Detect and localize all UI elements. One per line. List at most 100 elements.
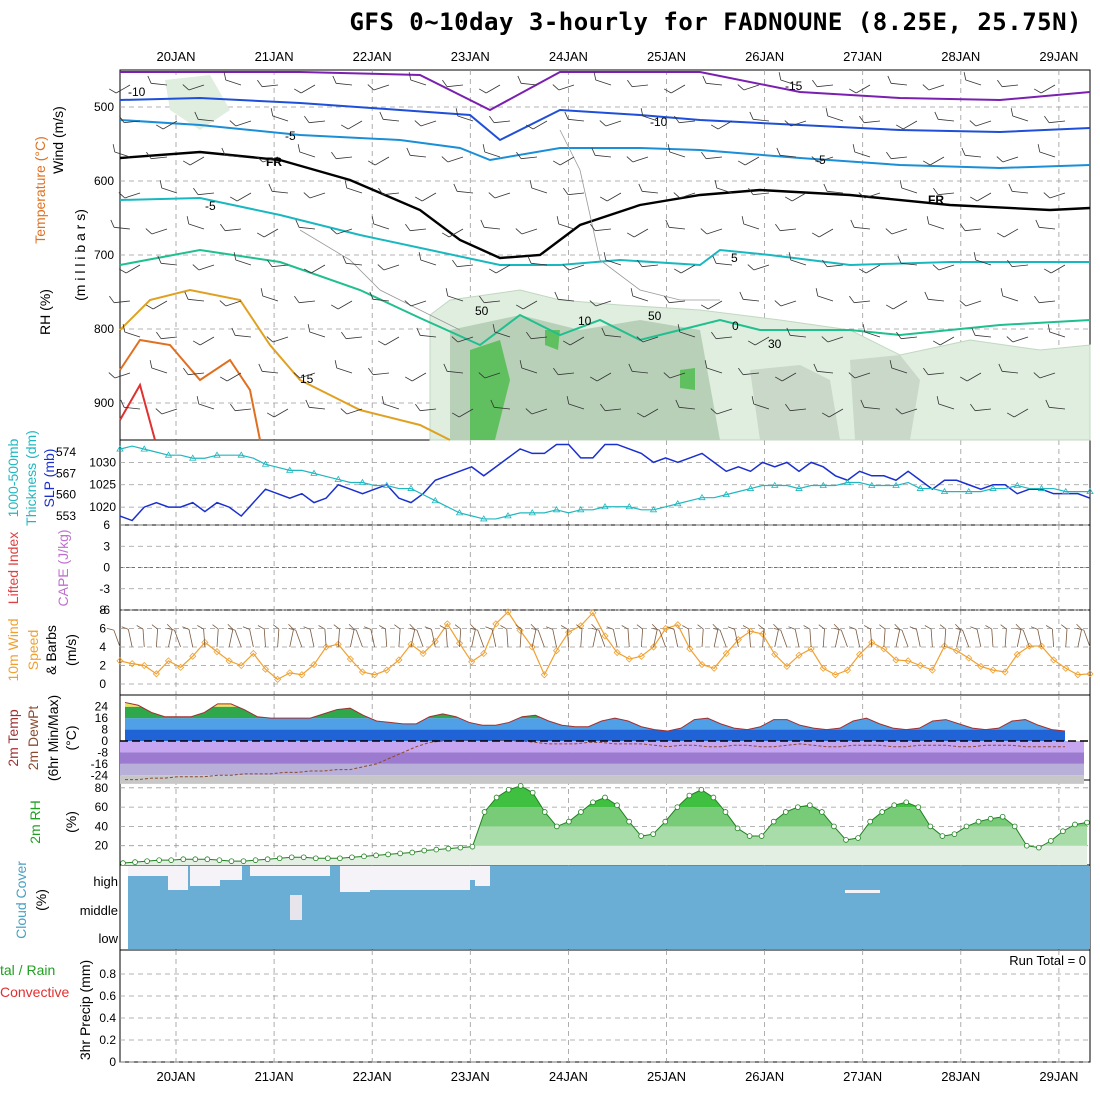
wind-barb-feather <box>712 623 719 630</box>
wind-barb <box>1010 108 1029 122</box>
wind-barb-shaft <box>1051 629 1055 648</box>
wind-barb <box>193 187 215 196</box>
wind-barb <box>478 372 501 379</box>
wind-barb-shaft <box>531 187 548 194</box>
wind-barb-shaft <box>494 120 511 124</box>
wind-barb-feather <box>774 300 782 307</box>
wind-speed-marker <box>759 630 767 638</box>
slp-tick: 1020 <box>89 500 116 514</box>
wind-barb-shaft <box>336 367 353 374</box>
wind-barb-shaft <box>669 300 686 304</box>
temp-contour-15 <box>119 288 451 441</box>
wind-barb-shaft <box>928 84 945 91</box>
wind-barb-feather <box>184 291 189 300</box>
wind-barb <box>663 372 686 379</box>
rh2m-unit-label: (%) <box>63 811 79 833</box>
wind-barb-shaft <box>198 192 215 196</box>
wind-barb-feather <box>636 336 644 343</box>
wind-barb-shaft <box>336 228 353 235</box>
wind-barb-shaft <box>595 79 612 86</box>
rh-marker <box>156 857 162 863</box>
wind-barb-feather <box>531 627 539 631</box>
rh-contour-label: 50 <box>648 309 662 323</box>
wind-speed-marker <box>637 652 645 660</box>
wind-barb-feather <box>1008 183 1013 192</box>
wind-barb <box>1045 399 1066 410</box>
wind-barb-feather <box>773 623 779 630</box>
wind-barb-feather <box>307 324 311 333</box>
wind-barb-feather <box>969 120 977 127</box>
wind-barb-feather <box>630 288 634 297</box>
wind-barb-feather <box>272 624 280 630</box>
wind-barb <box>776 147 797 158</box>
wind-speed-marker <box>625 655 633 663</box>
wind-barb <box>371 216 390 230</box>
wind-barb-shaft <box>262 84 279 88</box>
wind-barb-feather <box>303 268 312 274</box>
wind-barb-feather <box>147 75 152 84</box>
wind-barb-shaft <box>595 228 612 232</box>
wind-barb-feather <box>270 108 274 117</box>
wind-barb-shaft <box>707 300 723 310</box>
wind-barb-feather <box>221 147 226 156</box>
thickness-marker <box>310 469 318 476</box>
wind-barb <box>778 72 797 86</box>
wind-barb-shaft <box>355 629 363 648</box>
wind10-unit-label: (m/s) <box>63 634 79 666</box>
surface-wind-barb <box>742 625 751 648</box>
wind-barb-shaft <box>1002 295 1019 302</box>
wind-barb-shaft <box>115 84 131 94</box>
wind-barb <box>297 144 316 158</box>
wind-barb-feather <box>267 259 273 267</box>
temp-contour-label: -15 <box>785 79 803 93</box>
wind-speed-marker <box>1062 664 1070 672</box>
wind-barb-shaft <box>235 408 252 412</box>
wind-barb <box>640 108 659 122</box>
wind-barb <box>599 192 622 202</box>
wind-barb-shaft <box>827 190 844 194</box>
wind-barb <box>996 156 1019 163</box>
wind-barb-feather <box>334 360 338 369</box>
thickness-marker <box>261 460 270 467</box>
wind-barb <box>812 79 834 88</box>
rh-marker <box>276 855 283 862</box>
wind-barb <box>183 367 205 376</box>
wind-barb-feather <box>996 156 1004 163</box>
wind-barb <box>379 111 400 122</box>
wind-barb-feather <box>119 115 125 123</box>
rh-marker <box>385 851 391 858</box>
wind-barb <box>564 111 585 122</box>
rh-marker <box>337 855 343 862</box>
rh-marker <box>252 857 259 863</box>
wind-barb <box>1006 408 1029 418</box>
wind-barb-shaft <box>114 372 131 379</box>
wind-barb-feather <box>445 288 449 297</box>
wind-barb-feather <box>109 295 115 303</box>
wind-barb <box>704 360 723 374</box>
wind-barb-feather <box>182 160 191 166</box>
lifted-index-tick: 6 <box>103 518 110 532</box>
wind-barb-shaft <box>410 228 427 232</box>
wind-barb <box>784 192 807 202</box>
wind-barb-feather <box>227 627 236 631</box>
wind-barb <box>307 324 326 338</box>
wind-barb-shaft <box>743 223 760 230</box>
wind-barb-shaft <box>717 120 733 130</box>
wind-barb <box>159 180 178 194</box>
rh-marker <box>891 802 897 808</box>
wind-barb-shaft <box>125 264 141 274</box>
rh-marker <box>939 833 946 839</box>
wind-barb-shaft <box>188 629 194 648</box>
wind-barb <box>899 180 918 194</box>
wind-barb-feather <box>342 255 347 264</box>
wind-barb <box>552 84 575 91</box>
wind-barb-feather <box>439 625 447 630</box>
wind-barb <box>342 255 363 266</box>
wind-barb-shaft <box>522 300 538 310</box>
surface-wind-barb <box>621 625 630 648</box>
wind-barb-shaft <box>447 84 464 88</box>
wind-barb <box>340 408 363 415</box>
wind-barb-shaft <box>916 629 921 648</box>
wind-speed-marker <box>164 657 173 665</box>
wind-barb-shaft <box>822 629 825 648</box>
